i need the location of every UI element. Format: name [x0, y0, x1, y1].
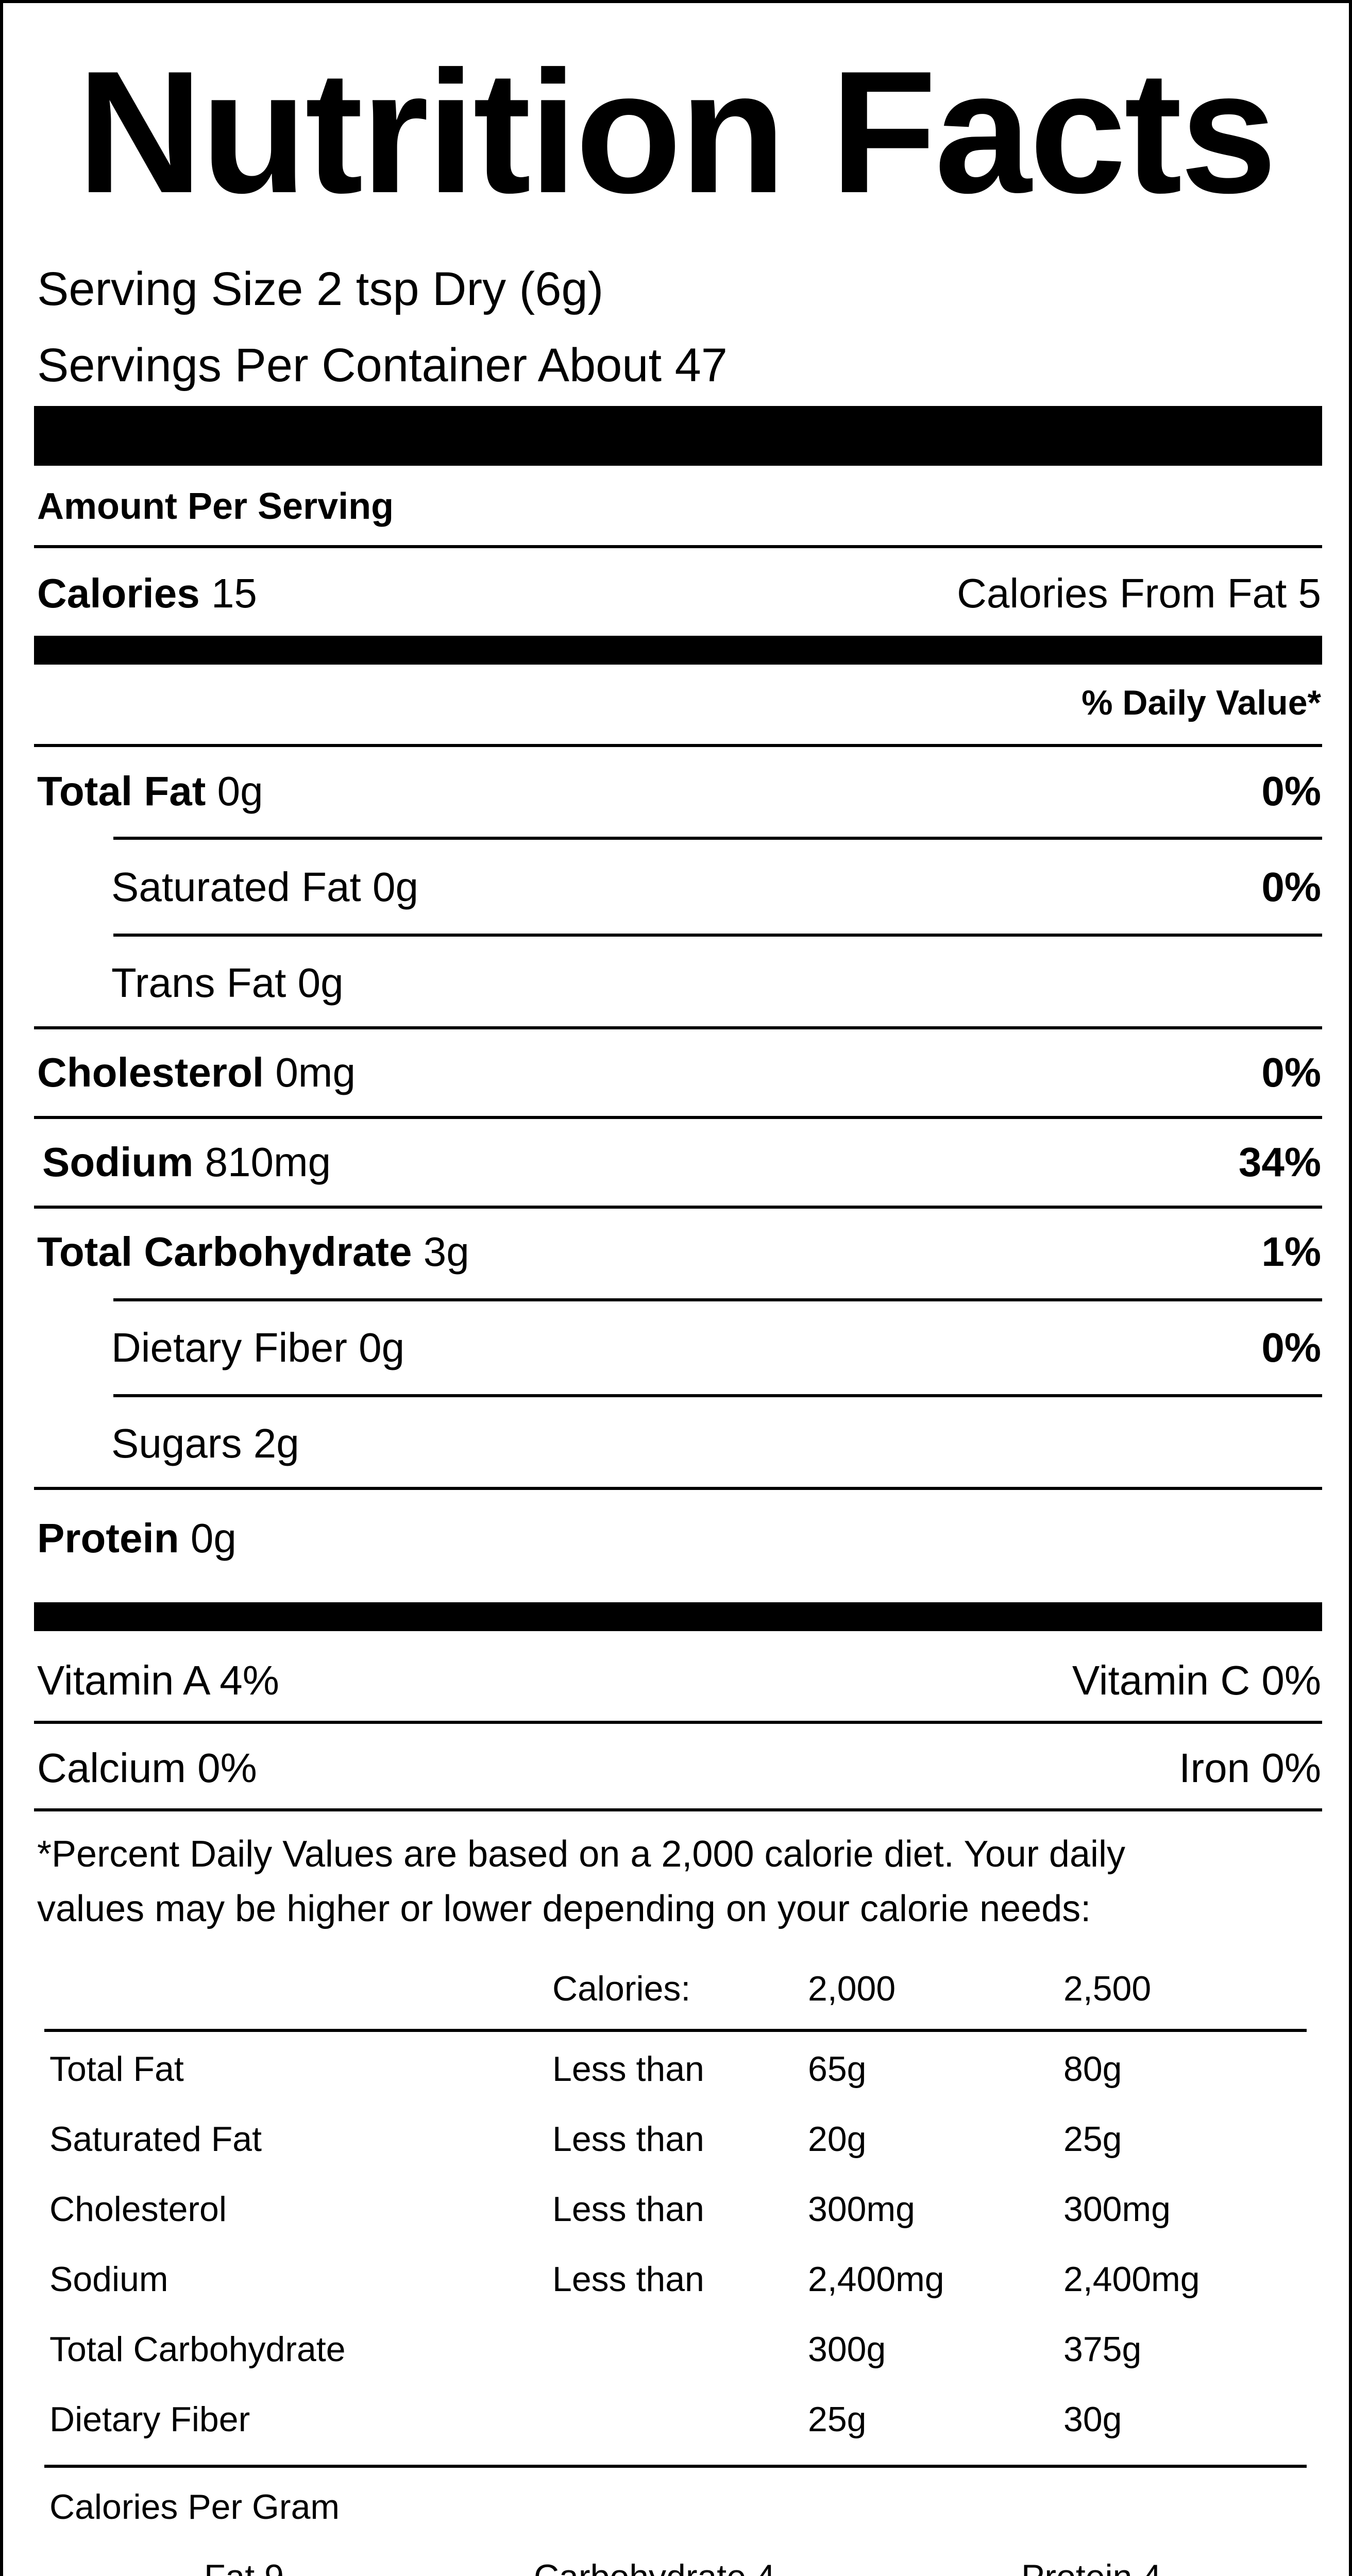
divider — [34, 744, 1322, 747]
divider — [113, 837, 1322, 840]
footnote-row-2000: 2,400mg — [808, 2260, 944, 2299]
nutrient-dv: 0% — [1261, 864, 1321, 910]
nutrient-amount: 0mg — [275, 1049, 356, 1095]
divider — [34, 545, 1322, 548]
nutrient-amount: 3g — [423, 1229, 469, 1275]
divider — [113, 1394, 1322, 1397]
nutrient-dv: 34% — [1238, 1139, 1321, 1185]
divider — [34, 1206, 1322, 1209]
nutrient-dv: 0% — [1261, 768, 1321, 814]
nutrient-name: Dietary Fiber — [111, 1325, 347, 1370]
nutrient-name: Sugars — [111, 1420, 242, 1466]
nutrient-row-cholesterol: Cholesterol 0mg — [37, 1047, 356, 1098]
medium-divider — [34, 636, 1322, 665]
servings-per-container: Servings Per Container About 47 — [37, 339, 728, 392]
nutrient-name: Total Carbohydrate — [37, 1229, 412, 1275]
footnote-line-1: *Percent Daily Values are based on a 2,0… — [37, 1834, 1126, 1875]
calories-per-gram-fat: Fat 9 — [204, 2555, 284, 2576]
nutrient-amount: 2g — [253, 1420, 299, 1466]
footnote-row-2500: 30g — [1063, 2400, 1122, 2439]
nutrient-row-total-fat: Total Fat 0g — [37, 766, 263, 817]
nutrient-amount: 810mg — [205, 1139, 331, 1185]
nutrient-amount: 0g — [359, 1325, 405, 1370]
nutrient-name: Trans Fat — [111, 960, 286, 1006]
footnote-row-2000: 65g — [808, 2049, 867, 2089]
footnote-row-2500: 300mg — [1063, 2190, 1171, 2229]
divider — [113, 1298, 1322, 1301]
footnote-col-2000: 2,000 — [808, 1969, 896, 2008]
nutrient-name: Saturated Fat — [111, 864, 361, 910]
footnote-row-name: Sodium — [49, 2260, 168, 2299]
divider — [113, 934, 1322, 937]
nutrient-amount: 0g — [297, 960, 344, 1006]
footnote-row-2500: 375g — [1063, 2330, 1142, 2369]
footnote-row-2000: 300g — [808, 2330, 886, 2369]
nutrient-row-protein: Protein 0g — [37, 1513, 236, 1564]
footnote-row-name: Total Carbohydrate — [49, 2330, 346, 2369]
label-title: Nutrition Facts — [77, 35, 1277, 229]
nutrient-name: Total Fat — [37, 768, 206, 814]
footnote-row-qualifier: Less than — [552, 2190, 704, 2229]
footnote-calories-label: Calories: — [552, 1969, 691, 2008]
nutrient-amount: 0g — [217, 768, 263, 814]
footnote-row-2500: 25g — [1063, 2120, 1122, 2159]
footnote-row-2000: 300mg — [808, 2190, 915, 2229]
thick-divider — [34, 406, 1322, 466]
footnote-line-2: values may be higher or lower depending … — [37, 1888, 1091, 1929]
nutrient-dv: 1% — [1261, 1229, 1321, 1275]
footnote-row-name: Total Fat — [49, 2049, 184, 2089]
iron: Iron 0% — [1179, 1745, 1321, 1791]
nutrient-amount: 0g — [190, 1515, 236, 1561]
daily-value-header: % Daily Value* — [1081, 683, 1321, 722]
footnote-row-qualifier: Less than — [552, 2049, 704, 2089]
divider — [34, 1116, 1322, 1119]
nutrient-name: Protein — [37, 1515, 179, 1561]
footnote-row-name: Cholesterol — [49, 2190, 227, 2229]
calcium: Calcium 0% — [37, 1745, 257, 1791]
divider — [44, 2029, 1307, 2032]
calories-row: Calories 15 — [37, 568, 257, 619]
calories-from-fat: Calories From Fat 5 — [957, 570, 1321, 616]
nutrient-dv: 0% — [1261, 1049, 1321, 1095]
divider — [34, 1026, 1322, 1029]
medium-divider — [34, 1602, 1322, 1631]
calories-per-gram-carbohydrate: Carbohydrate 4 — [534, 2555, 775, 2576]
calories-label: Calories — [37, 570, 200, 616]
footnote-row-qualifier: Less than — [552, 2120, 704, 2159]
vitamin-c: Vitamin C 0% — [1072, 1657, 1321, 1703]
footnote-row-2000: 25g — [808, 2400, 867, 2439]
nutrient-row-saturated-fat: Saturated Fat 0g — [111, 861, 418, 913]
nutrient-row-dietary-fiber: Dietary Fiber 0g — [111, 1322, 404, 1374]
divider — [34, 1721, 1322, 1724]
nutrient-name: Cholesterol — [37, 1049, 264, 1095]
nutrient-row-total-carbohydrate: Total Carbohydrate 3g — [37, 1226, 469, 1278]
vitamin-a: Vitamin A 4% — [37, 1657, 279, 1703]
footnote-row-name: Saturated Fat — [49, 2120, 262, 2159]
nutrient-row-sugars: Sugars 2g — [111, 1418, 299, 1469]
amount-per-serving: Amount Per Serving — [37, 486, 394, 527]
footnote-row-2000: 20g — [808, 2120, 867, 2159]
calories-per-gram-protein: Protein 4 — [1021, 2555, 1161, 2576]
serving-size: Serving Size 2 tsp Dry (6g) — [37, 263, 604, 315]
footnote-col-2500: 2,500 — [1063, 1969, 1152, 2008]
nutrient-name: Sodium — [42, 1139, 194, 1185]
divider — [34, 1808, 1322, 1811]
footnote-row-2500: 2,400mg — [1063, 2260, 1200, 2299]
footnote-row-qualifier: Less than — [552, 2260, 704, 2299]
nutrient-row-trans-fat: Trans Fat 0g — [111, 957, 344, 1009]
divider — [34, 1487, 1322, 1490]
nutrient-row-sodium: Sodium 810mg — [42, 1137, 331, 1188]
divider — [44, 2465, 1307, 2468]
footnote-row-2500: 80g — [1063, 2049, 1122, 2089]
nutrient-dv: 0% — [1261, 1325, 1321, 1370]
calories-value: 15 — [211, 570, 257, 616]
nutrient-amount: 0g — [372, 864, 418, 910]
footnote-row-name: Dietary Fiber — [49, 2400, 250, 2439]
calories-per-gram-label: Calories Per Gram — [49, 2487, 340, 2527]
